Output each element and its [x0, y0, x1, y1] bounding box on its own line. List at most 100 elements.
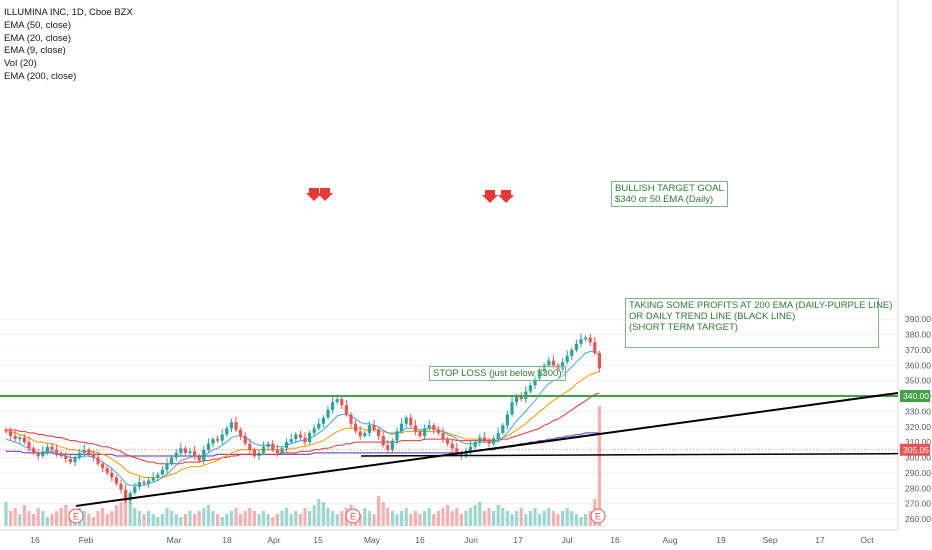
candle-body — [501, 425, 505, 433]
volume-bar — [32, 514, 36, 526]
earnings-marker-icon: E — [350, 512, 356, 522]
candle-body — [404, 417, 408, 424]
volume-bar — [584, 514, 588, 526]
candle-body — [400, 423, 404, 432]
volume-bar — [510, 514, 514, 526]
volume-bar — [335, 514, 339, 526]
volume-bar — [372, 514, 376, 526]
candle-body — [386, 445, 390, 450]
legend-ema200: EMA (200, close) — [4, 70, 77, 82]
volume-bar — [446, 505, 450, 526]
stop-loss-note[interactable]: STOP LOSS (just below $300) — [429, 366, 566, 381]
volume-bar — [243, 511, 247, 526]
ema-50-line — [6, 392, 600, 465]
candle-body — [36, 452, 40, 456]
volume-bar — [542, 511, 546, 526]
down-arrow-icon — [306, 188, 322, 201]
candle-body — [505, 414, 509, 426]
candle-body — [105, 468, 109, 473]
down-arrow-icon — [482, 190, 498, 203]
volume-bar — [386, 508, 390, 526]
candle-body — [280, 448, 284, 453]
volume-bar — [395, 514, 399, 526]
volume-bar — [225, 514, 229, 526]
profit-note-line: (SHORT TERM TARGET) — [629, 322, 738, 333]
candle-body — [427, 425, 431, 429]
volume-bar — [331, 511, 335, 526]
candle-body — [128, 492, 132, 501]
time-tick-label: May — [364, 535, 381, 545]
time-tick-label: Feb — [79, 535, 94, 545]
candle-body — [354, 423, 358, 432]
volume-bar — [551, 511, 555, 526]
volume-bar — [248, 508, 252, 526]
candle-body — [574, 343, 578, 350]
volume-bar — [579, 517, 583, 526]
volume-bar — [459, 514, 463, 526]
volume-bar — [404, 508, 408, 526]
candle-body — [482, 437, 486, 441]
volume-bar — [482, 511, 486, 526]
candle-body — [459, 452, 463, 456]
candle-body — [229, 422, 233, 429]
candle-body — [243, 436, 247, 444]
candle-body — [9, 431, 13, 437]
volume-bar — [41, 511, 45, 526]
candle-body — [119, 483, 123, 490]
volume-bar — [188, 511, 192, 526]
legend-title: ILLUMINA INC, 1D, Cboe BZX — [4, 7, 133, 18]
candle-body — [87, 449, 91, 455]
volume-bar — [487, 508, 491, 526]
candle-body — [41, 451, 45, 456]
bullish-target-note[interactable]: BULLISH TARGET GOAL $340 or 50 EMA (Dail… — [611, 181, 728, 207]
candle-body — [114, 477, 118, 484]
earnings-marker-icon — [590, 508, 606, 524]
candle-body — [390, 440, 394, 450]
candle-body — [441, 432, 445, 440]
volume-bar — [436, 511, 440, 526]
time-tick-label: 16 — [30, 535, 40, 545]
volume-bar — [179, 517, 183, 526]
last-price-tag — [900, 443, 930, 456]
profit-target-note[interactable]: TAKING SOME PROFITS AT 200 EMA (DAILY-PU… — [625, 298, 893, 348]
time-tick-label: Jul — [562, 535, 573, 545]
candle-body — [45, 446, 49, 452]
candle-body — [418, 431, 422, 437]
candle-body — [64, 455, 68, 460]
volume-bar — [96, 511, 100, 526]
volume-bar — [298, 514, 302, 526]
volume-bar — [492, 511, 496, 526]
candle-body — [510, 402, 514, 415]
volume-bar — [174, 514, 178, 526]
candle-body — [27, 442, 31, 449]
ema-20-line — [5, 370, 600, 478]
candle-body — [32, 448, 36, 453]
candle-body — [487, 440, 491, 444]
level-price-tag — [900, 390, 930, 403]
candle-body — [183, 448, 187, 453]
candle-body — [469, 446, 473, 452]
candle-body — [547, 360, 551, 366]
profit-note-line: TAKING SOME PROFITS AT 200 EMA (DAILY-PU… — [629, 300, 893, 311]
support-line — [360, 452, 899, 457]
volume-bar — [528, 511, 532, 526]
volume-bar — [524, 514, 528, 526]
candle-body — [78, 452, 82, 458]
stop-note-line: STOP LOSS (just below $300) — [433, 368, 562, 379]
candle-body — [377, 429, 381, 437]
volume-bar — [588, 511, 592, 526]
candle-body — [308, 432, 312, 443]
earnings-marker-icon — [345, 508, 361, 524]
volume-bar — [363, 508, 367, 526]
volume-bar — [317, 499, 321, 526]
price-tick-label: 370.00 — [905, 345, 931, 355]
earnings-marker-icon: E — [73, 512, 79, 522]
price-tick-label: 380.00 — [905, 330, 931, 340]
ema-9-line — [5, 351, 600, 486]
candle-body — [321, 417, 325, 424]
candle-body — [450, 443, 454, 449]
candle-body — [160, 469, 164, 475]
volume-bar — [87, 514, 91, 526]
candle-body — [367, 425, 371, 433]
